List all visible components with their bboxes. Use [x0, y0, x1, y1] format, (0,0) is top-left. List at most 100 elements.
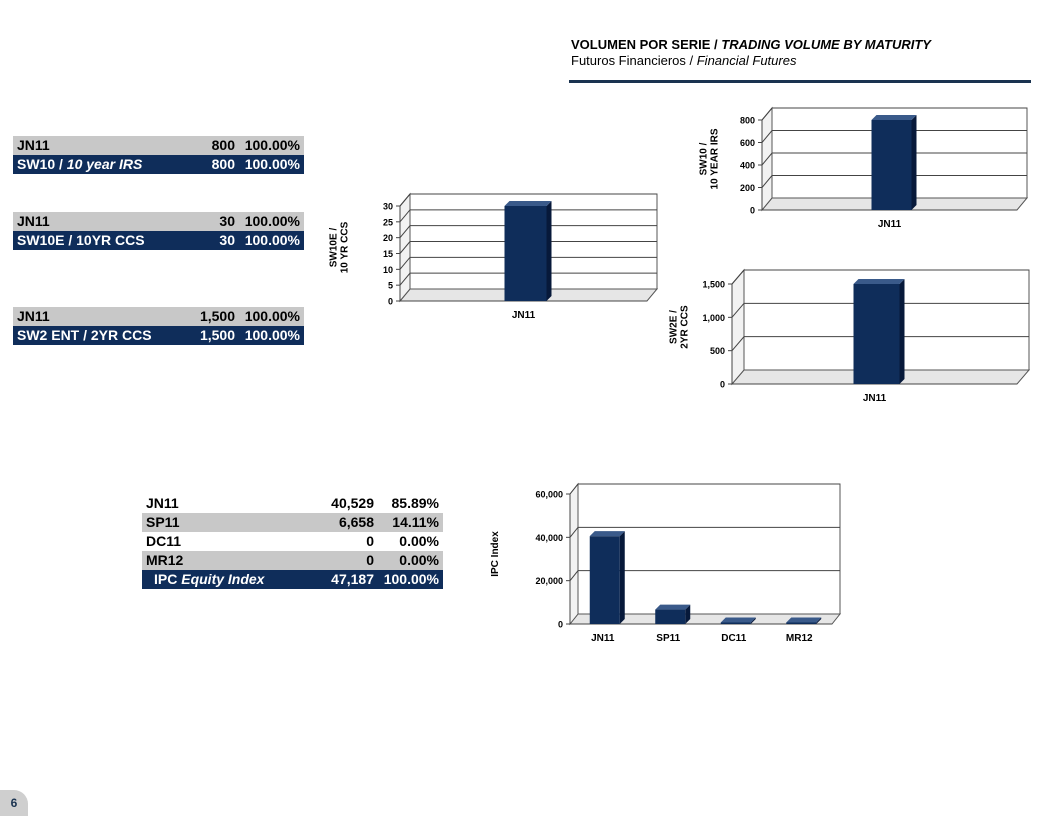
y-tick-label: 30 [383, 202, 393, 212]
page-header: VOLUMEN POR SERIE / TRADING VOLUME BY MA… [571, 37, 1031, 69]
bar-top [589, 531, 625, 537]
bar-side [750, 617, 756, 624]
volume-value: 30 [171, 212, 239, 231]
y-axis-label: SW10E / [329, 228, 340, 268]
chart-ipc: 0 20,000 40,000 60,000 JN11 SP11 DC11 MR12 IPC I… [478, 466, 848, 651]
subtitle-separator: / [685, 53, 697, 68]
table-row: JN11 800 100.00% [13, 136, 304, 155]
gridline [399, 272, 657, 286]
x-tick-label: JN11 [591, 633, 615, 644]
x-tick-label: DC11 [721, 633, 746, 644]
bar [504, 206, 547, 301]
total-volume: 800 [171, 155, 239, 174]
table-sw2e: JN11 1,500 100.00% SW2 ENT / 2YR CCS 1,5… [13, 307, 304, 345]
bar-side [899, 279, 905, 384]
volume-value: 0 [300, 551, 378, 570]
bar [871, 120, 912, 210]
y-tick-label: 1,000 [702, 313, 725, 323]
total-volume: 30 [171, 231, 239, 250]
gridline [569, 483, 840, 495]
series-label: JN11 [142, 494, 300, 513]
table-total-row: SW10E / 10YR CCS 30 100.00% [13, 231, 304, 250]
percent-value: 14.11% [378, 513, 443, 532]
y-tick-label: 800 [740, 116, 755, 126]
table-total-row: SW10 / 10 year IRS 800 100.00% [13, 155, 304, 174]
bar-top [786, 617, 822, 623]
bar-side [546, 201, 552, 301]
series-label: JN11 [13, 307, 171, 326]
bar [720, 622, 751, 624]
y-tick-label: 20,000 [535, 576, 563, 586]
table-sw10e: JN11 30 100.00% SW10E / 10YR CCS 30 100.… [13, 212, 304, 250]
series-label: MR12 [142, 551, 300, 570]
gridline [569, 570, 840, 581]
gridline [761, 175, 1027, 188]
y-tick-label: 40,000 [535, 533, 563, 543]
page-title: VOLUMEN POR SERIE / TRADING VOLUME BY MA… [571, 37, 1031, 53]
x-tick-label: SP11 [656, 633, 680, 644]
chart-ipc-svg: 0 20,000 40,000 60,000 JN11 SP11 DC11 MR12 IPC I… [490, 482, 842, 644]
bar-top [504, 201, 552, 206]
table-row: JN11 1,500 100.00% [13, 307, 304, 326]
y-tick-label: 500 [710, 346, 725, 356]
total-percent: 100.00% [378, 570, 443, 589]
total-percent: 100.00% [239, 231, 304, 250]
bar [655, 609, 686, 624]
y-tick-label: 15 [383, 249, 393, 259]
total-label: SW10 / 10 year IRS [13, 155, 171, 174]
table-row: MR12 0 0.00% [142, 551, 443, 570]
gridline [761, 152, 1027, 166]
bar-top [655, 604, 691, 610]
page-subtitle: Futuros Financieros / Financial Futures [571, 53, 1031, 69]
y-tick-label: 1,500 [702, 280, 725, 290]
gridline [761, 107, 1027, 121]
total-label: SW2 ENT / 2YR CCS [13, 326, 171, 345]
title-separator: / [710, 37, 722, 52]
percent-value: 100.00% [239, 136, 304, 155]
bar [589, 536, 620, 624]
gridline [399, 225, 657, 238]
percent-value: 0.00% [378, 551, 443, 570]
x-tick-label: MR12 [786, 633, 813, 644]
y-tick-label: 10 [383, 265, 393, 275]
gridline [569, 526, 840, 538]
volume-value: 6,658 [300, 513, 378, 532]
gridline [399, 241, 657, 254]
gridline [399, 209, 657, 223]
chart-sw10e-svg: 0 5 10 15 20 25 30 JN11 SW10E /10 YR CCS [329, 192, 659, 321]
chart-sw10-svg: 0 200 400 600 800 JN11 SW10 /10 YEAR IRS [699, 106, 1029, 230]
table-ipc: JN11 40,529 85.89% SP11 6,658 14.11% DC1… [142, 494, 443, 589]
y-axis-label: SW10 / [699, 142, 710, 175]
table-row: JN11 40,529 85.89% [142, 494, 443, 513]
table-total-row: SW2 ENT / 2YR CCS 1,500 100.00% [13, 326, 304, 345]
title-en: TRADING VOLUME BY MATURITY [721, 37, 931, 52]
volume-value: 800 [171, 136, 239, 155]
y-tick-label: 60,000 [535, 490, 563, 500]
chart-side-wall [731, 268, 745, 386]
table-sw10: JN11 800 100.00% SW10 / 10 year IRS 800 … [13, 136, 304, 174]
y-tick-label: 600 [740, 138, 755, 148]
chart-side-wall [569, 482, 579, 626]
volume-value: 0 [300, 532, 378, 551]
total-percent: 100.00% [239, 326, 304, 345]
bar-side [816, 617, 822, 624]
y-tick-label: 0 [388, 297, 393, 307]
header-divider [569, 80, 1031, 83]
y-axis-label: 2YR CCS [680, 305, 691, 349]
y-tick-label: 0 [558, 620, 563, 630]
volume-value: 1,500 [171, 307, 239, 326]
table-row: SP11 6,658 14.11% [142, 513, 443, 532]
y-tick-label: 0 [720, 380, 725, 390]
total-volume: 1,500 [171, 326, 239, 345]
total-volume: 47,187 [300, 570, 378, 589]
total-label: SW10E / 10YR CCS [13, 231, 171, 250]
bar-top [871, 115, 917, 120]
subtitle-es: Futuros Financieros [571, 53, 686, 68]
y-tick-label: 400 [740, 161, 755, 171]
x-tick-label: JN11 [878, 219, 902, 230]
y-tick-label: 200 [740, 183, 755, 193]
subtitle-en: Financial Futures [696, 53, 797, 68]
series-label: SP11 [142, 513, 300, 532]
volume-value: 40,529 [300, 494, 378, 513]
series-label: JN11 [13, 136, 171, 155]
